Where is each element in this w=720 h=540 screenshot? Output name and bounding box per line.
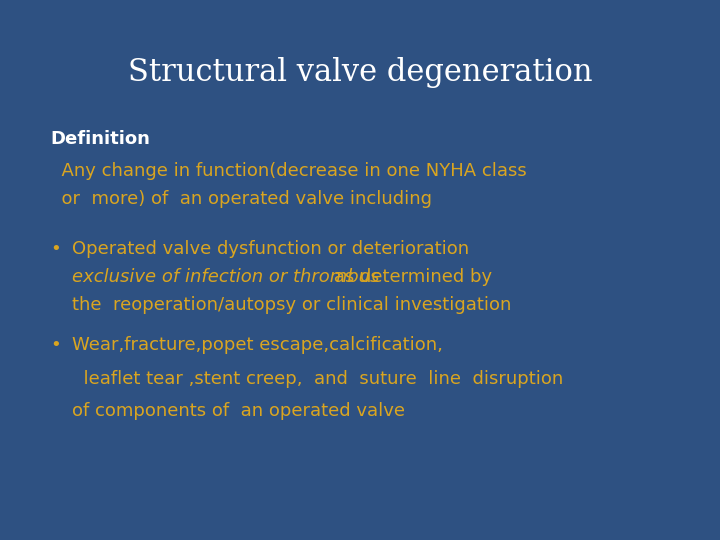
Text: as determined by: as determined by (328, 268, 492, 286)
Text: Structural valve degeneration: Structural valve degeneration (127, 57, 593, 87)
Text: or  more) of  an operated valve including: or more) of an operated valve including (50, 190, 433, 208)
Text: of components of  an operated valve: of components of an operated valve (72, 402, 405, 420)
Text: •: • (50, 240, 61, 258)
Text: exclusive of infection or thrombus: exclusive of infection or thrombus (72, 268, 379, 286)
Text: Wear,fracture,popet escape,calcification,: Wear,fracture,popet escape,calcification… (72, 336, 443, 354)
Text: Any change in function(decrease in one NYHA class: Any change in function(decrease in one N… (50, 162, 527, 180)
Text: Operated valve dysfunction or deterioration: Operated valve dysfunction or deteriorat… (72, 240, 469, 258)
Text: the  reoperation/autopsy or clinical investigation: the reoperation/autopsy or clinical inve… (72, 296, 511, 314)
Text: Definition: Definition (50, 130, 150, 147)
Text: leaflet tear ,stent creep,  and  suture  line  disruption: leaflet tear ,stent creep, and suture li… (72, 370, 563, 388)
Text: •: • (50, 336, 61, 354)
